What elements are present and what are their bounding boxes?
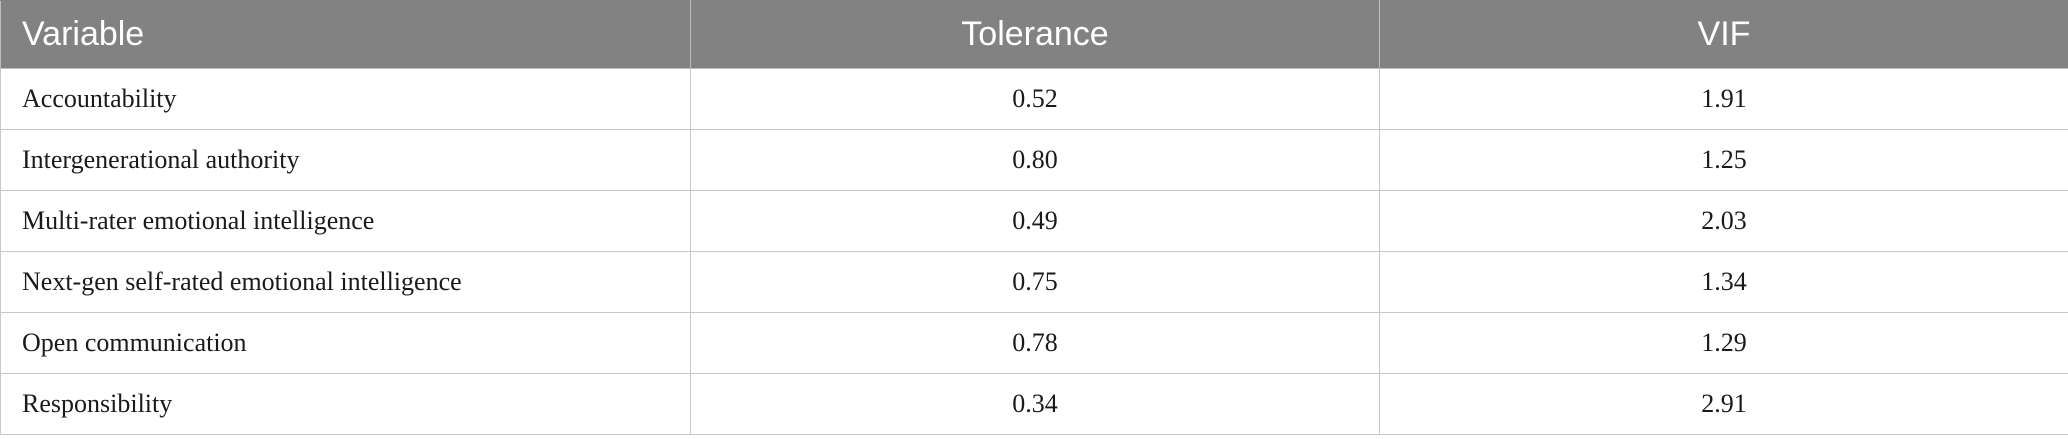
cell-vif: 1.25 — [1379, 129, 2068, 191]
table-row: Next-gen self-rated emotional intelligen… — [0, 251, 2068, 313]
header-tolerance: Tolerance — [690, 0, 1380, 69]
table-header: Variable Tolerance VIF — [0, 0, 2068, 69]
cell-tolerance: 0.49 — [690, 190, 1380, 252]
cell-variable: Intergenerational authority — [0, 129, 691, 191]
table-row: Intergenerational authority 0.80 1.25 — [0, 129, 2068, 191]
table-row: Responsibility 0.34 2.91 — [0, 373, 2068, 435]
cell-variable: Next-gen self-rated emotional intelligen… — [0, 251, 691, 313]
cell-tolerance: 0.80 — [690, 129, 1380, 191]
cell-variable: Responsibility — [0, 373, 691, 435]
table-row: Accountability 0.52 1.91 — [0, 68, 2068, 130]
header-row: Variable Tolerance VIF — [0, 0, 2068, 69]
cell-variable: Accountability — [0, 68, 691, 130]
cell-tolerance: 0.34 — [690, 373, 1380, 435]
cell-vif: 1.29 — [1379, 312, 2068, 374]
cell-variable: Multi-rater emotional intelligence — [0, 190, 691, 252]
header-vif: VIF — [1379, 0, 2068, 69]
table-body: Accountability 0.52 1.91 Intergeneration… — [0, 68, 2068, 435]
cell-vif: 2.91 — [1379, 373, 2068, 435]
cell-vif: 2.03 — [1379, 190, 2068, 252]
cell-tolerance: 0.78 — [690, 312, 1380, 374]
cell-vif: 1.91 — [1379, 68, 2068, 130]
cell-tolerance: 0.52 — [690, 68, 1380, 130]
table-row: Multi-rater emotional intelligence 0.49 … — [0, 190, 2068, 252]
cell-vif: 1.34 — [1379, 251, 2068, 313]
header-variable: Variable — [0, 0, 691, 69]
cell-tolerance: 0.75 — [690, 251, 1380, 313]
cell-variable: Open communication — [0, 312, 691, 374]
table-row: Open communication 0.78 1.29 — [0, 312, 2068, 374]
